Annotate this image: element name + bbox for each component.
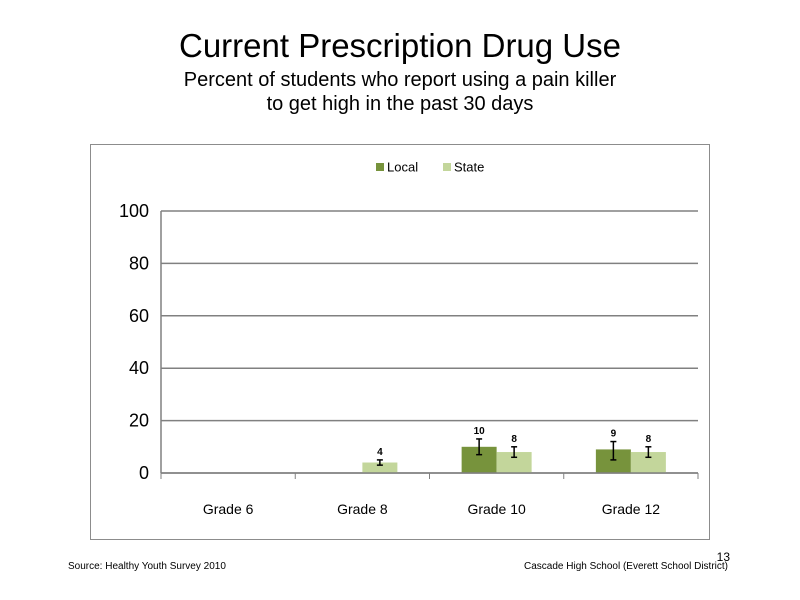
legend-label: Local	[387, 160, 418, 175]
data-label: 4	[377, 447, 383, 458]
y-tick-label: 80	[129, 253, 149, 273]
y-tick-label: 0	[139, 463, 149, 483]
x-tick-label: Grade 12	[602, 501, 661, 517]
legend-swatch	[376, 163, 384, 171]
subtitle-line-1: Percent of students who report using a p…	[183, 69, 617, 91]
x-tick-label: Grade 6	[203, 501, 254, 517]
bar-chart: 0 20 40 60 80 100 Grade 6 Grade 8 Grade 10 Grade …	[119, 160, 699, 517]
chart-frame: 0 20 40 60 80 100 Grade 6 Grade 8 Grade 10 Grade …	[90, 144, 710, 540]
legend-label: State	[454, 160, 484, 175]
data-label: 8	[646, 434, 652, 445]
y-tick-label: 40	[129, 358, 149, 378]
source-note: Source: Healthy Youth Survey 2010	[68, 561, 226, 572]
page-number: 13	[716, 550, 730, 564]
data-label: 8	[511, 434, 517, 445]
y-tick-label: 20	[129, 411, 149, 431]
legend-swatch	[443, 163, 451, 171]
slide-title: Current Prescription Drug Use	[179, 27, 621, 64]
bar	[496, 452, 532, 473]
bar	[595, 449, 631, 473]
bar	[630, 452, 666, 473]
slide-subtitle: Percent of students who report using a p…	[0, 68, 800, 116]
x-tick-label: Grade 10	[467, 501, 526, 517]
x-tick-label: Grade 8	[337, 501, 388, 517]
data-label: 9	[611, 429, 617, 440]
data-label: 10	[474, 426, 486, 437]
bar	[362, 462, 398, 473]
y-tick-label: 60	[129, 306, 149, 326]
subtitle-line-2: to get high in the past 30 days	[266, 93, 534, 115]
school-name: Cascade High School (Everett School Dist…	[524, 561, 728, 572]
y-tick-label: 100	[119, 201, 149, 221]
